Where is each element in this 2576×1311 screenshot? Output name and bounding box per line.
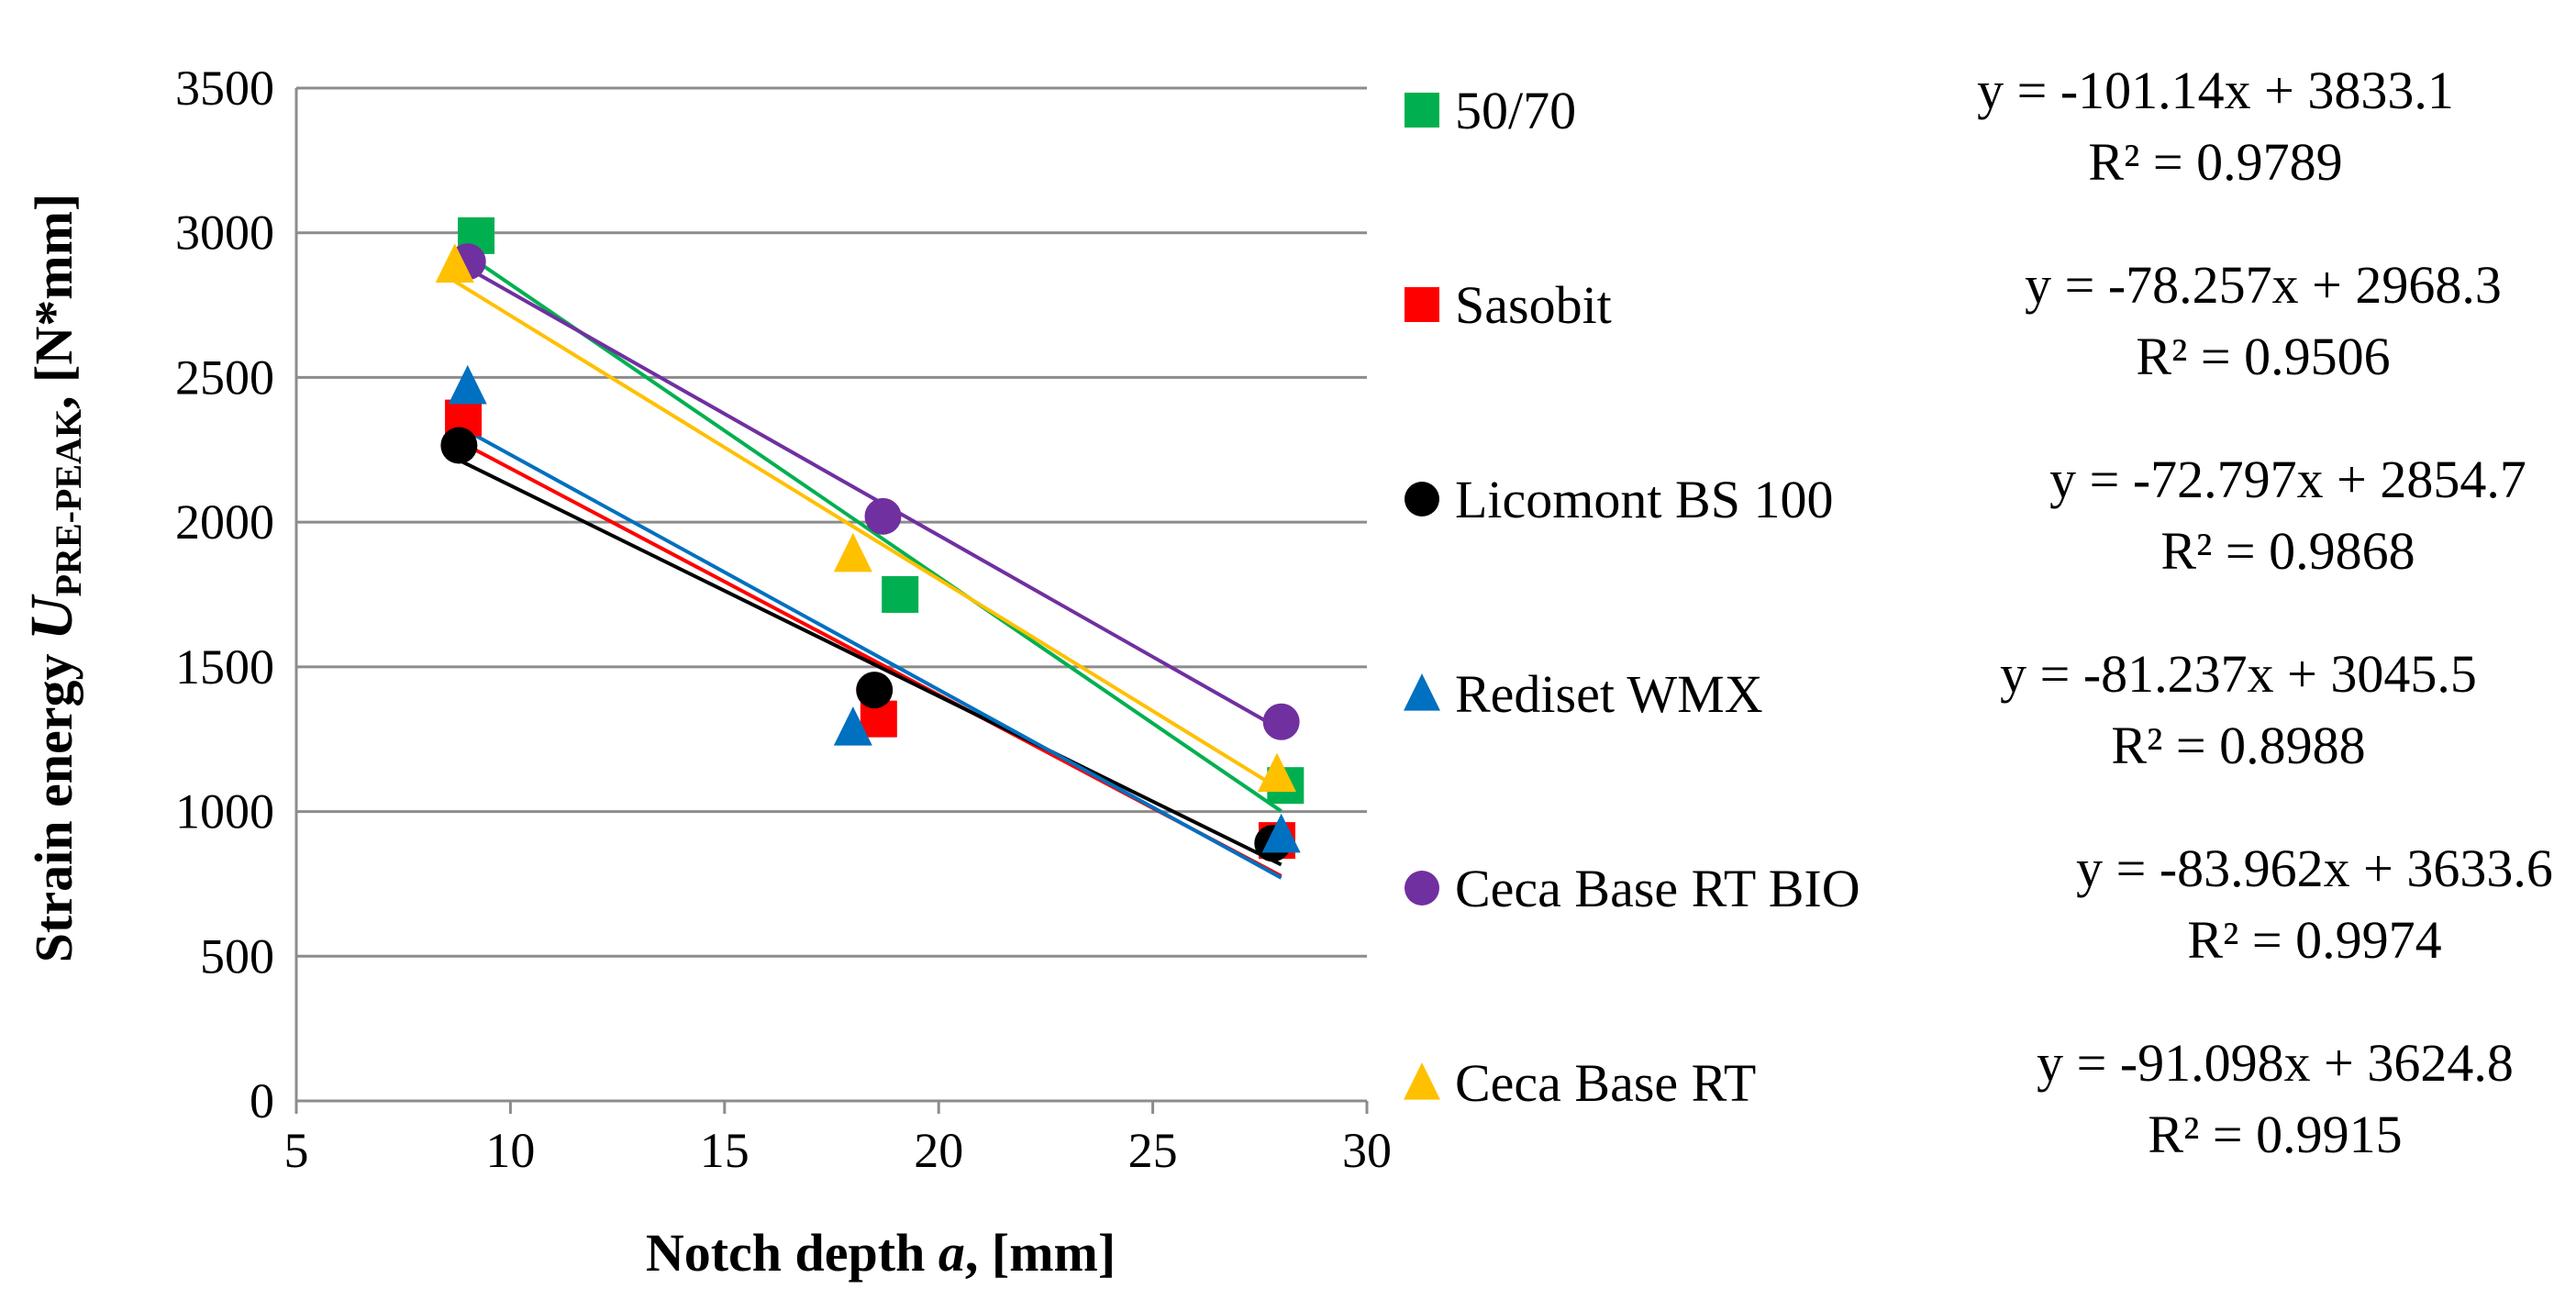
trend-r2-5: R² = 0.9915 [2148, 1105, 2402, 1164]
trend-equation-4: y = -83.962x + 3633.6 [2076, 839, 2553, 898]
trend-equation-0: y = -101.14x + 3833.1 [1977, 61, 2454, 120]
x-tick-label: 25 [1128, 1123, 1178, 1178]
legend-marker-2 [1405, 482, 1439, 517]
legend-label-1: Sasobit [1455, 275, 1612, 335]
trend-r2-0: R² = 0.9789 [2088, 132, 2342, 192]
data-point-4-2 [1262, 703, 1300, 740]
trendline-5 [453, 279, 1282, 792]
tick-labels: 0 500 1000 1500 2000 2500 3000 3500 5 10 15 20 25 30 [175, 61, 1392, 1178]
trendline-2 [458, 458, 1282, 867]
legend-label-4: Ceca Base RT BIO [1455, 859, 1860, 918]
x-tick-label: 20 [914, 1123, 963, 1178]
y-tick-label: 2500 [175, 350, 274, 405]
trend-r2-1: R² = 0.9506 [2136, 327, 2390, 386]
data-point-5-1 [833, 532, 872, 572]
data-point-3-0 [448, 364, 487, 405]
legend-label-2: Licomont BS 100 [1455, 470, 1833, 529]
legend-marker-5 [1404, 1062, 1440, 1100]
y-tick-label: 1500 [175, 639, 274, 694]
legend-marker-3 [1404, 673, 1440, 711]
legend-label-3: Rediset WMX [1455, 664, 1763, 724]
y-tick-label: 3500 [175, 61, 274, 116]
trendlines [453, 253, 1282, 880]
legend-label-5: Ceca Base RT [1455, 1053, 1756, 1113]
legend-marker-1 [1405, 287, 1439, 322]
y-tick-label: 0 [250, 1073, 274, 1128]
trend-equation-5: y = -91.098x + 3624.8 [2037, 1033, 2514, 1093]
y-tick-label: 2000 [175, 494, 274, 550]
data-point-5-2 [1257, 752, 1296, 793]
x-tick-label: 30 [1342, 1123, 1392, 1178]
legend-label-0: 50/70 [1455, 81, 1576, 140]
trend-r2-2: R² = 0.9868 [2160, 521, 2415, 581]
trend-equation-3: y = -81.237x + 3045.5 [2000, 644, 2477, 704]
x-tick-label: 5 [284, 1123, 309, 1178]
y-tick-label: 500 [200, 928, 274, 983]
y-tick-label: 1000 [175, 784, 274, 839]
trendline-3 [466, 429, 1282, 880]
data-point-3-1 [833, 706, 872, 746]
axes [294, 88, 1369, 1114]
legend: 50/70 y = -101.14x + 3833.1 R² = 0.9789 Sas… [1404, 61, 2553, 1164]
data-point-3-2 [1261, 813, 1301, 853]
y-tick-label: 3000 [175, 206, 274, 261]
x-tick-label: 10 [485, 1123, 535, 1178]
legend-marker-4 [1405, 871, 1439, 905]
trend-equation-2: y = -72.797x + 2854.7 [2049, 450, 2526, 509]
trendline-0 [466, 253, 1282, 813]
data-point-5-0 [435, 243, 474, 283]
legend-marker-0 [1405, 93, 1439, 128]
y-axis-title: Strain energy UPRE-PEAK, [N*mm] [18, 194, 89, 962]
trendline-4 [466, 266, 1282, 732]
data-point-2-1 [856, 672, 894, 709]
x-axis-title: Notch depth a, [mm] [646, 1223, 1116, 1283]
trend-r2-3: R² = 0.8988 [2111, 716, 2365, 775]
data-point-2-0 [440, 427, 478, 464]
trend-equation-1: y = -78.257x + 2968.3 [2025, 255, 2502, 315]
data-point-4-1 [864, 497, 902, 535]
trend-r2-4: R² = 0.9974 [2187, 910, 2441, 970]
data-point-0-1 [882, 576, 919, 613]
x-tick-label: 15 [700, 1123, 749, 1178]
data-markers [435, 217, 1305, 862]
